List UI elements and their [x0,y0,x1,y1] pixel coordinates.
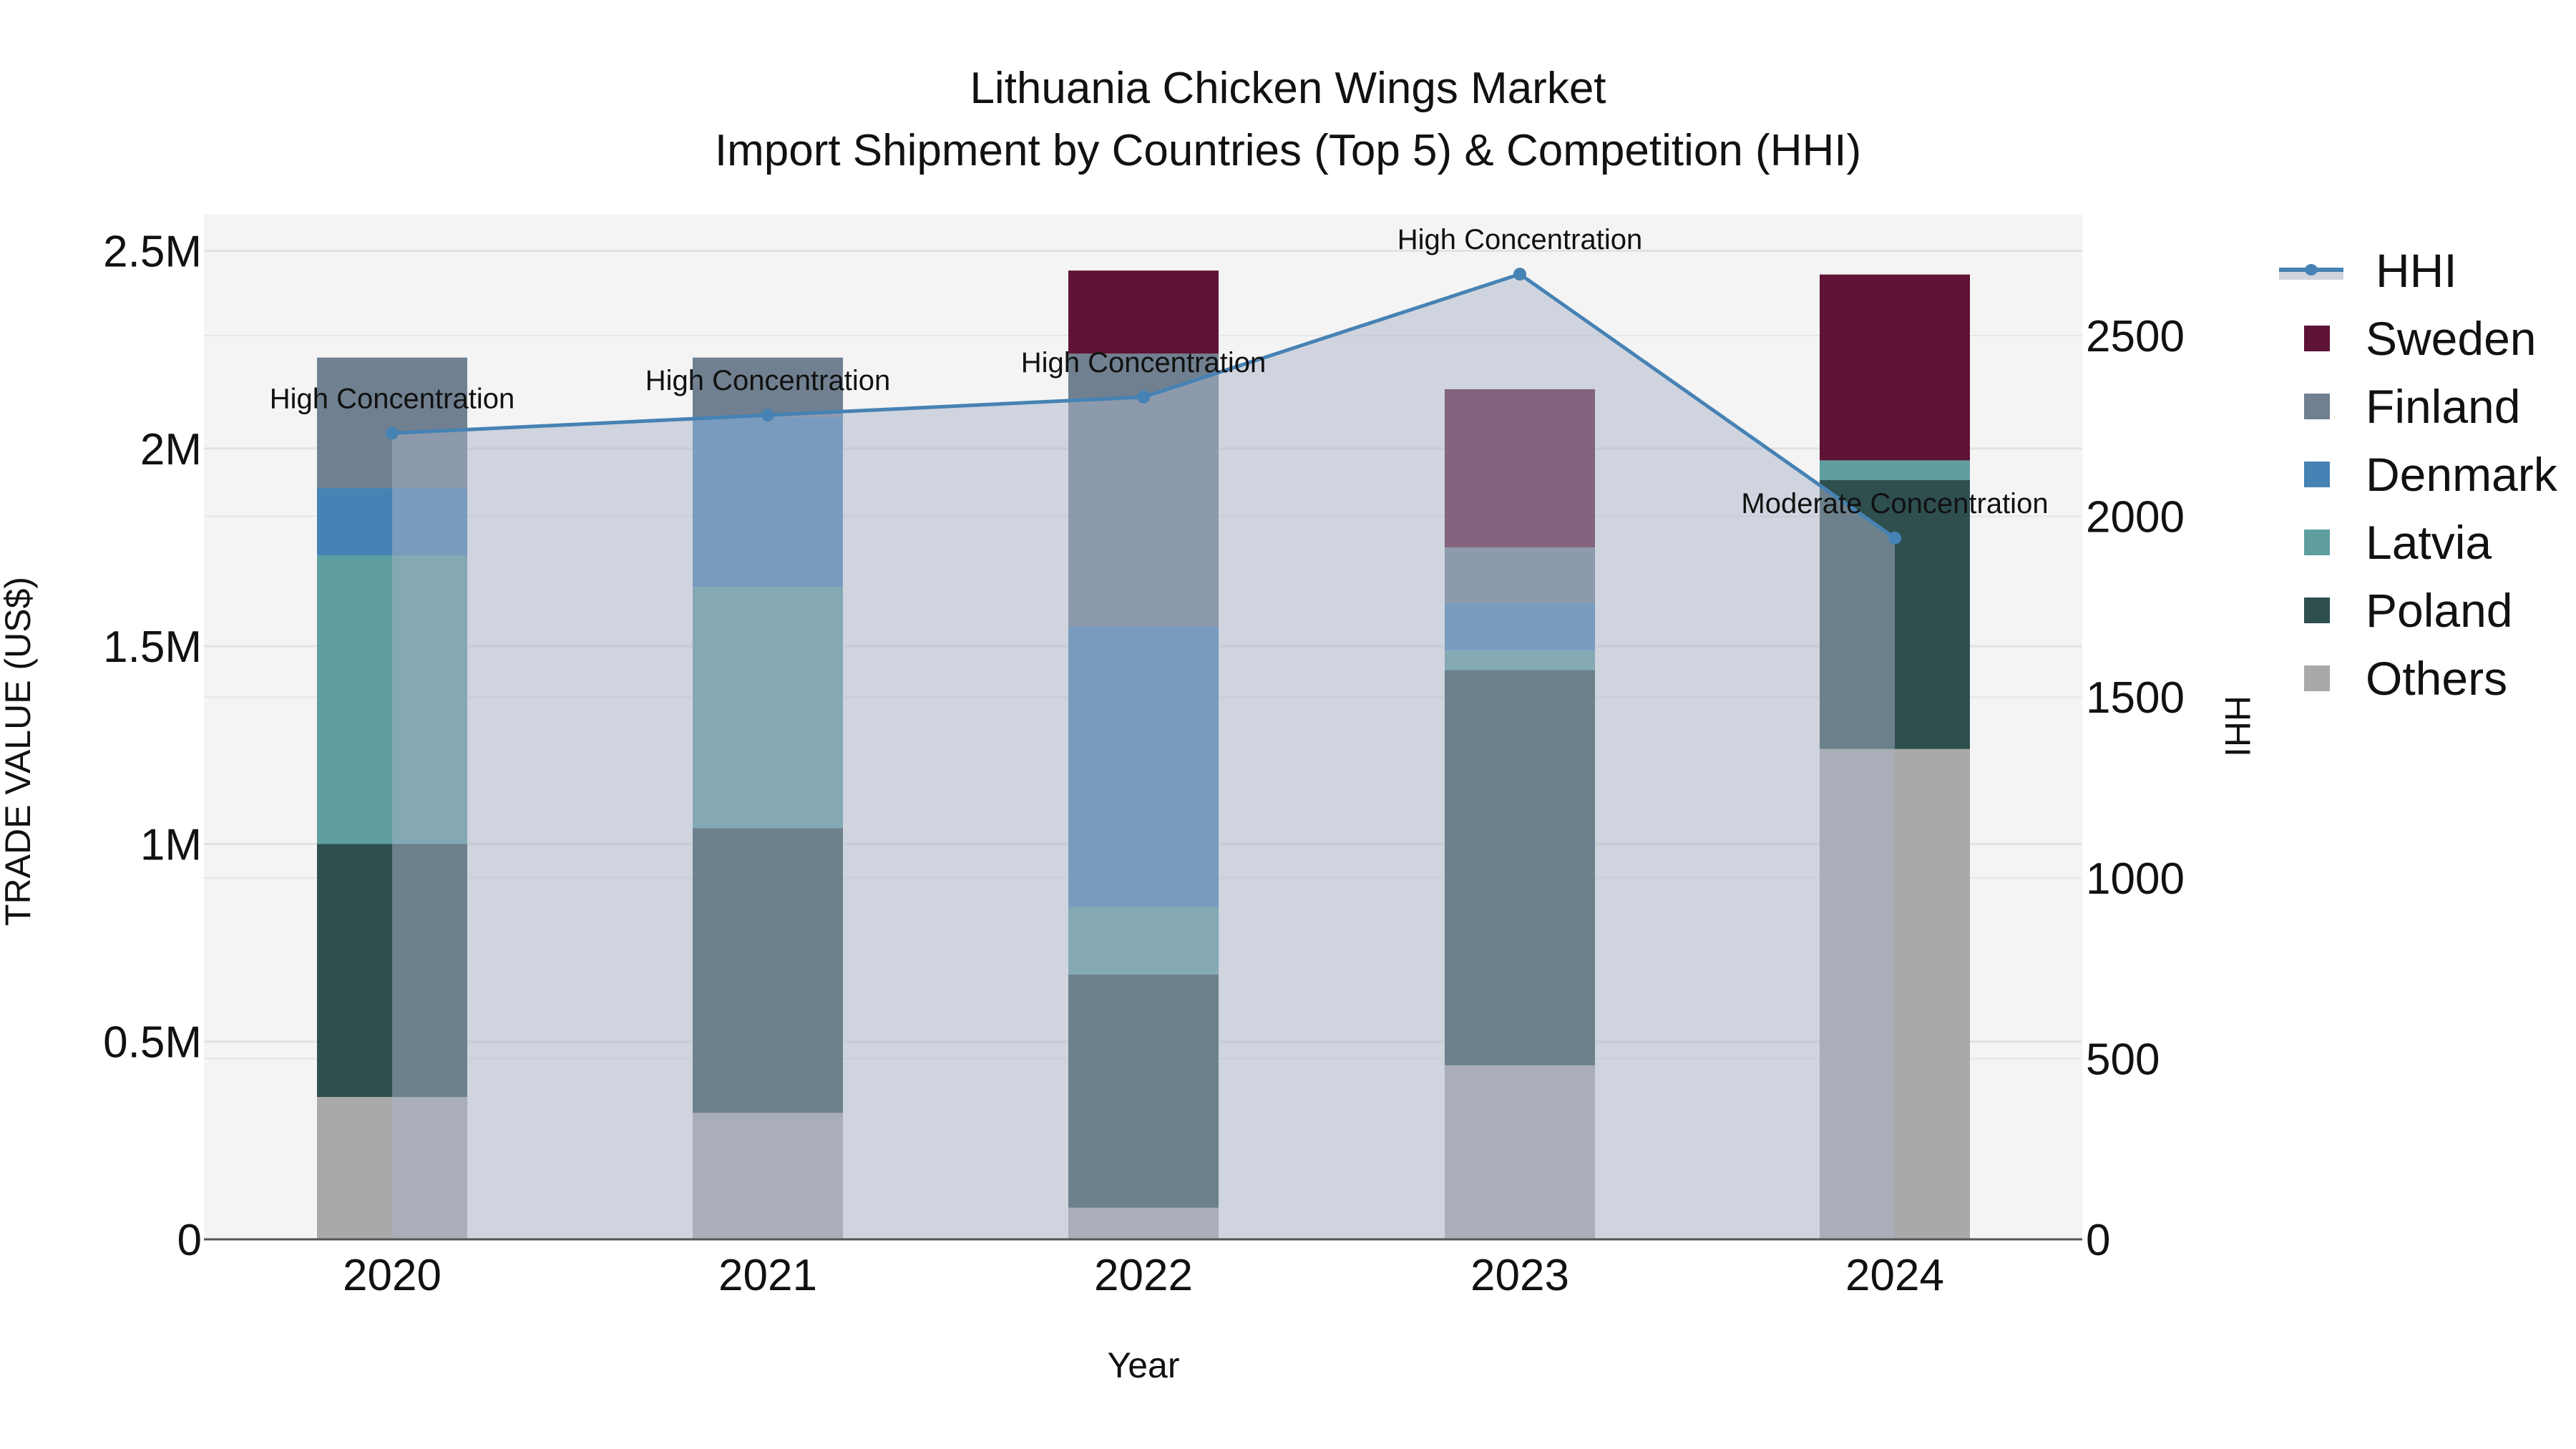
axis-ticks: 0 0.5M 1M 1.5M 2M 2.5M 0 500 1000 1500 2000 2500 202… [103,228,2185,1301]
bar-segment-latvia[interactable] [1820,460,1970,481]
y-left-tick: 2.5M [103,228,202,277]
y-right-tick: 2500 [2086,312,2185,361]
legend-label: Others [2366,651,2508,705]
hhi-annotation: High Concentration [1021,347,1266,379]
line-marker-icon [2279,260,2343,281]
y-right-axis-title: HHI [2218,696,2258,757]
y-right-tick: 1000 [2086,854,2185,904]
x-tick: 2021 [718,1251,817,1300]
y-right-tick: 500 [2086,1035,2160,1084]
hhi-point[interactable] [1513,268,1526,281]
legend-item-poland[interactable]: Poland [2279,576,2557,644]
legend-label: Latvia [2366,515,2492,569]
x-tick: 2023 [1470,1251,1569,1300]
y-left-tick: 0 [177,1216,202,1265]
bar-segment-sweden[interactable] [1820,274,1970,461]
hhi-point[interactable] [1137,390,1150,404]
x-tick: 2024 [1845,1251,1944,1300]
legend-item-sweden[interactable]: Sweden [2279,304,2557,372]
hhi-fill [392,274,1895,1240]
hhi-point[interactable] [386,426,399,440]
legend-item-hhi[interactable]: HHI [2279,236,2557,304]
hhi-annotation: High Concentration [645,365,890,396]
y-right-tick: 2000 [2086,493,2185,542]
x-tick: 2022 [1094,1251,1193,1300]
y-right-tick: 1500 [2086,673,2185,723]
legend: HHI Sweden Finland Denmark Latvia Poland Other… [2279,236,2557,712]
hhi-point[interactable] [1888,531,1901,545]
y-left-tick: 1.5M [103,623,202,672]
color-swatch-icon [2304,665,2330,691]
y-left-tick: 0.5M [103,1018,202,1068]
legend-item-finland[interactable]: Finland [2279,372,2557,440]
hhi-annotations: High Concentration High Concentration High… [270,224,2049,519]
bar-segment-sweden[interactable] [1068,270,1219,354]
legend-label: Sweden [2366,311,2537,365]
legend-item-latvia[interactable]: Latvia [2279,508,2557,576]
hhi-area [386,268,1901,1240]
hhi-annotation: Moderate Concentration [1741,488,2048,519]
color-swatch-icon [2304,529,2330,555]
color-swatch-icon [2304,325,2330,351]
bar-segment-finland[interactable] [693,357,843,417]
y-left-tick: 1M [140,820,202,869]
hhi-annotation: High Concentration [270,383,514,414]
legend-label: HHI [2376,243,2457,297]
legend-item-denmark[interactable]: Denmark [2279,440,2557,508]
x-axis-title: Year [1107,1345,1179,1385]
color-swatch-icon [2304,393,2330,419]
color-swatch-icon [2304,461,2330,487]
chart-title-line2: Import Shipment by Countries (Top 5) & C… [714,126,1862,175]
hhi-annotation: High Concentration [1397,224,1642,255]
y-right-tick: 0 [2086,1216,2110,1265]
hhi-point[interactable] [761,409,774,422]
y-left-axis-title: TRADE VALUE (US$) [0,577,38,926]
color-swatch-icon [2304,597,2330,623]
legend-label: Finland [2366,379,2521,433]
legend-item-others[interactable]: Others [2279,644,2557,712]
legend-label: Denmark [2366,447,2557,501]
y-left-tick: 2M [140,425,202,474]
chart-title-line1: Lithuania Chicken Wings Market [970,64,1606,113]
x-tick: 2020 [343,1251,441,1300]
legend-label: Poland [2366,583,2513,637]
